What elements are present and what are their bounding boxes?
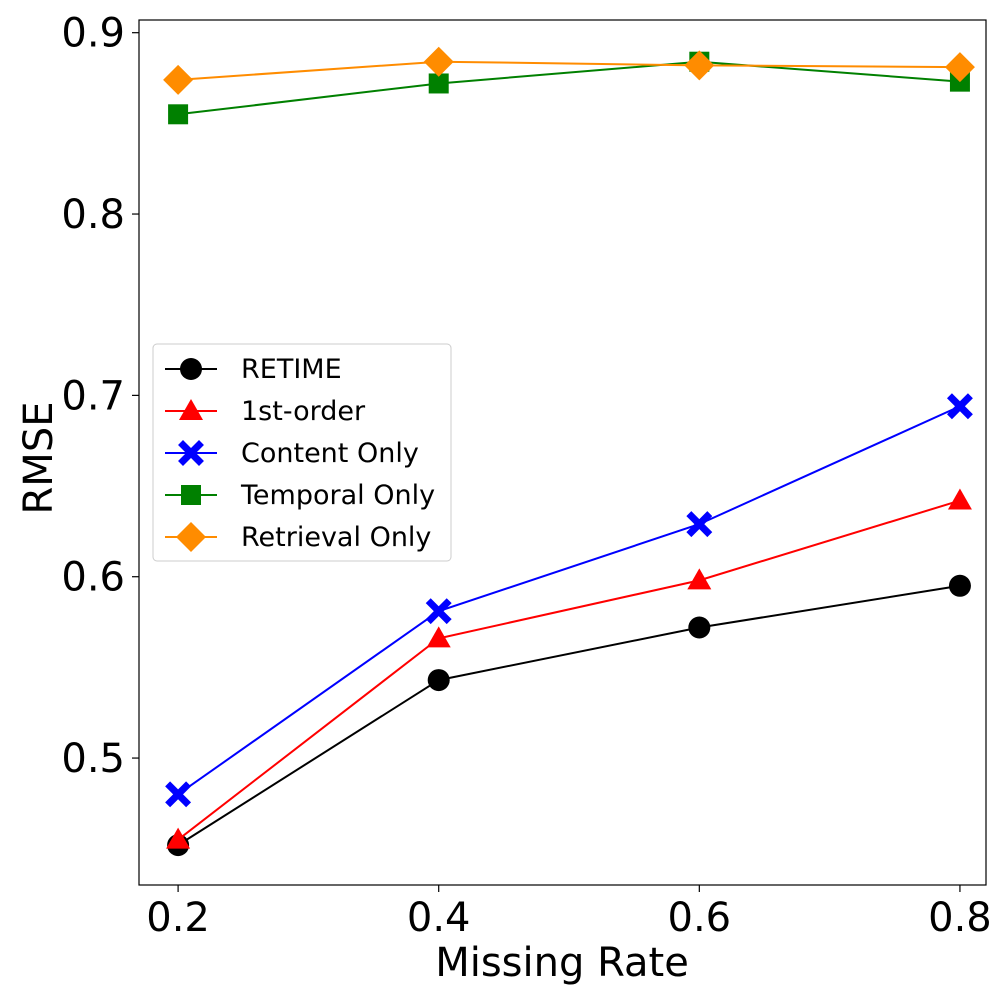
x-tick-label: 0.8 — [928, 895, 992, 941]
x-axis-ticks: 0.2 0.4 0.6 0.8 — [146, 885, 992, 941]
data-point — [688, 616, 711, 639]
plot-frame — [138, 19, 987, 886]
data-point — [425, 598, 452, 625]
y-tick-label: 0.5 — [61, 736, 125, 782]
legend-marker — [176, 522, 206, 552]
data-point — [427, 669, 450, 692]
series-line — [177, 405, 961, 796]
legend-label: 1st-order — [241, 396, 366, 427]
data-point — [165, 781, 192, 808]
series-line — [177, 60, 961, 116]
series-retrieval-only — [163, 46, 975, 95]
data-point — [947, 488, 972, 510]
x-tick-label: 0.4 — [407, 895, 471, 941]
legend-label: Temporal Only — [240, 480, 435, 511]
legend: RETIME 1st-order Content Only Temporal Only… — [152, 343, 452, 562]
series-line — [177, 499, 961, 841]
legend-item: Content Only — [165, 438, 419, 469]
x-tick-label: 0.6 — [668, 895, 732, 941]
legend-item: Retrieval Only — [165, 522, 431, 553]
data-point — [684, 50, 715, 81]
y-tick-label: 0.9 — [61, 11, 125, 57]
data-point — [426, 626, 451, 648]
data-point — [423, 46, 454, 77]
x-tick-label: 0.2 — [146, 895, 210, 941]
legend-label: Retrieval Only — [241, 522, 431, 553]
data-point — [168, 104, 189, 125]
legend-item: RETIME — [165, 354, 342, 385]
legend-item: Temporal Only — [165, 480, 435, 511]
data-point — [944, 52, 975, 83]
data-point — [948, 574, 971, 597]
data-point — [163, 64, 194, 95]
data-point — [946, 393, 973, 420]
data-point — [428, 73, 449, 94]
series-line — [178, 60, 960, 81]
series-content-only — [165, 393, 973, 808]
data-point — [166, 827, 191, 849]
legend-marker — [181, 485, 201, 505]
legend-box — [152, 343, 452, 562]
y-tick-label: 0.7 — [61, 373, 125, 419]
series-1st-order — [166, 488, 972, 849]
y-tick-label: 0.6 — [61, 555, 125, 601]
x-axis-label: Missing Rate — [435, 940, 689, 986]
legend-label: Content Only — [241, 438, 419, 469]
series-layer — [163, 46, 975, 857]
y-axis-label: RMSE — [16, 402, 62, 515]
legend-marker — [180, 358, 202, 380]
legend-marker — [179, 399, 203, 420]
y-tick-label: 0.8 — [61, 192, 125, 238]
y-axis-ticks: 0.5 0.6 0.7 0.8 0.9 — [61, 11, 139, 782]
legend-item: 1st-order — [165, 396, 366, 427]
data-point — [686, 511, 713, 538]
data-point — [687, 568, 712, 590]
legend-marker — [178, 440, 204, 466]
legend-label: RETIME — [241, 354, 342, 385]
series-line — [177, 584, 961, 846]
